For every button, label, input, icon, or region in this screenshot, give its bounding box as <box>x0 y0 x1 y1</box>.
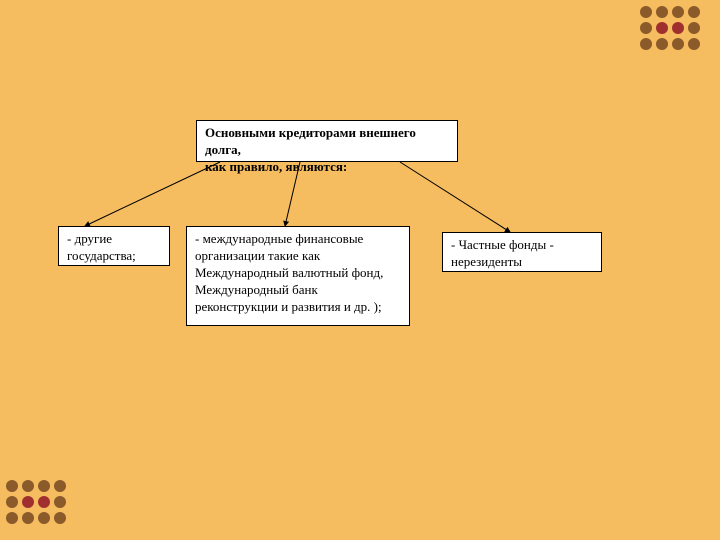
root-line2: как правило, являются: <box>205 159 449 176</box>
decor-dot <box>672 6 684 18</box>
decor-dot <box>640 6 652 18</box>
decor-dot <box>640 22 652 34</box>
decor-dot <box>656 38 668 50</box>
decor-dot <box>656 6 668 18</box>
decor-dot <box>54 496 66 508</box>
root-line1: Основными кредиторами внешнего долга, <box>205 125 449 159</box>
decor-dot <box>22 496 34 508</box>
decor-dot <box>54 480 66 492</box>
decor-dot <box>672 22 684 34</box>
decor-dot <box>672 38 684 50</box>
decor-dot <box>688 6 700 18</box>
decor-dot <box>22 512 34 524</box>
decor-dot <box>54 512 66 524</box>
decor-dot <box>6 512 18 524</box>
decor-dot <box>38 496 50 508</box>
decor-dot <box>656 22 668 34</box>
decor-dot <box>688 22 700 34</box>
decor-dot <box>6 496 18 508</box>
decor-dot <box>38 480 50 492</box>
decor-dot <box>38 512 50 524</box>
child-box-private: - Частные фонды - нерезиденты <box>442 232 602 272</box>
root-box: Основными кредиторами внешнего долга, ка… <box>196 120 458 162</box>
child-text: - Частные фонды - нерезиденты <box>451 237 554 269</box>
decor-dot <box>640 38 652 50</box>
child-box-intl: - международные финансовые организации т… <box>186 226 410 326</box>
decor-dot <box>22 480 34 492</box>
decor-dot <box>688 38 700 50</box>
child-text: - другие государства; <box>67 231 136 263</box>
decor-dot <box>6 480 18 492</box>
child-text: - международные финансовые организации т… <box>195 231 383 314</box>
child-box-states: - другие государства; <box>58 226 170 266</box>
